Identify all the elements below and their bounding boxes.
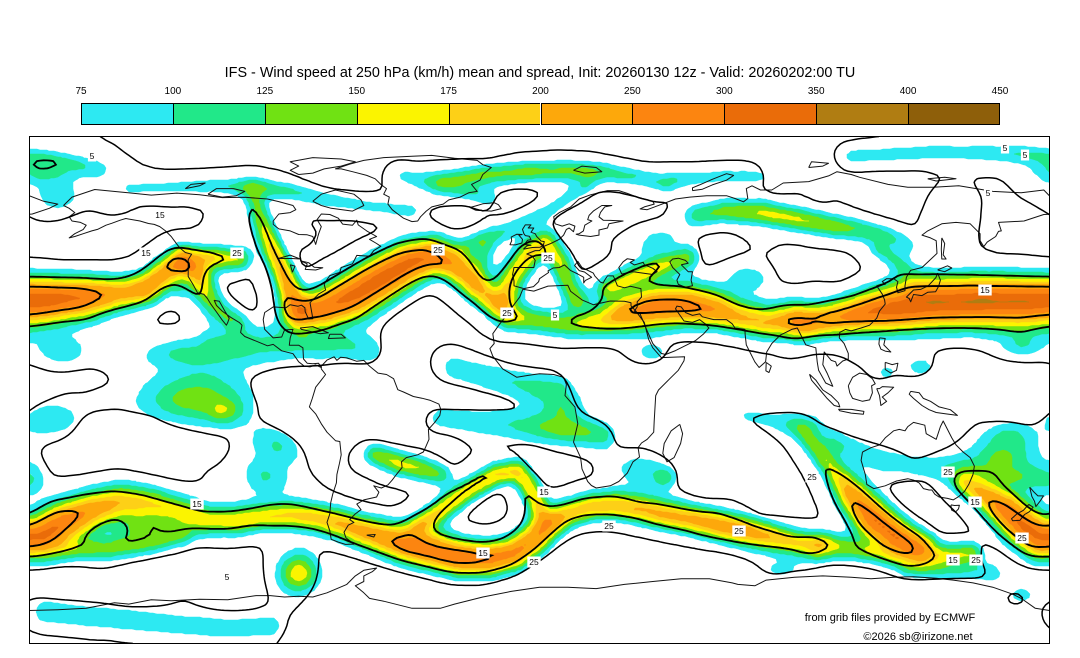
svg-text:5: 5 (90, 151, 95, 161)
svg-text:15: 15 (980, 285, 990, 295)
svg-text:25: 25 (971, 555, 981, 565)
svg-text:25: 25 (943, 467, 953, 477)
svg-text:5: 5 (225, 572, 230, 582)
svg-text:15: 15 (478, 548, 488, 558)
svg-text:25: 25 (604, 521, 614, 531)
svg-text:25: 25 (734, 526, 744, 536)
svg-text:25: 25 (529, 557, 539, 567)
svg-text:15: 15 (155, 210, 165, 220)
svg-text:5: 5 (1003, 143, 1008, 153)
svg-text:25: 25 (232, 248, 242, 258)
svg-text:15: 15 (948, 555, 958, 565)
svg-text:15: 15 (539, 487, 549, 497)
svg-text:15: 15 (192, 499, 202, 509)
svg-text:25: 25 (433, 245, 443, 255)
svg-text:25: 25 (1017, 533, 1027, 543)
svg-text:5: 5 (553, 310, 558, 320)
svg-text:25: 25 (543, 253, 553, 263)
svg-text:15: 15 (141, 248, 151, 258)
svg-text:25: 25 (807, 472, 817, 482)
svg-text:5: 5 (986, 188, 991, 198)
svg-text:25: 25 (502, 308, 512, 318)
svg-text:15: 15 (970, 497, 980, 507)
svg-text:5: 5 (1023, 150, 1028, 160)
